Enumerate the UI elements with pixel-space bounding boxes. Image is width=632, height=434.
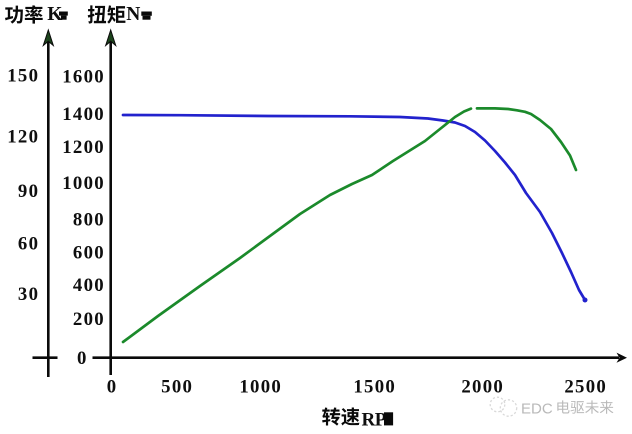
svg-text:800: 800 — [73, 210, 105, 231]
svg-text:0: 0 — [107, 377, 118, 398]
svg-text:500: 500 — [161, 377, 193, 398]
svg-text:400: 400 — [73, 275, 105, 296]
svg-text:120: 120 — [7, 127, 39, 148]
svg-text:2000: 2000 — [461, 377, 504, 398]
svg-text:90: 90 — [18, 181, 39, 202]
svg-text:EDC: EDC — [521, 400, 553, 417]
svg-text:1400: 1400 — [62, 104, 105, 125]
svg-text:1200: 1200 — [62, 137, 105, 158]
svg-text:1000: 1000 — [62, 173, 105, 194]
svg-text:200: 200 — [73, 309, 105, 330]
svg-text:60: 60 — [18, 233, 39, 254]
svg-text:150: 150 — [7, 65, 39, 86]
svg-text:600: 600 — [73, 243, 105, 264]
svg-text:K: K — [47, 4, 63, 25]
svg-text:2500: 2500 — [564, 377, 607, 398]
svg-text:0: 0 — [77, 348, 88, 369]
svg-text:1000: 1000 — [239, 377, 282, 398]
svg-text:1500: 1500 — [353, 377, 396, 398]
svg-text:30: 30 — [18, 284, 39, 305]
svg-text:RP: RP — [362, 409, 387, 430]
svg-text:N: N — [126, 4, 140, 25]
svg-text:1600: 1600 — [62, 66, 105, 87]
